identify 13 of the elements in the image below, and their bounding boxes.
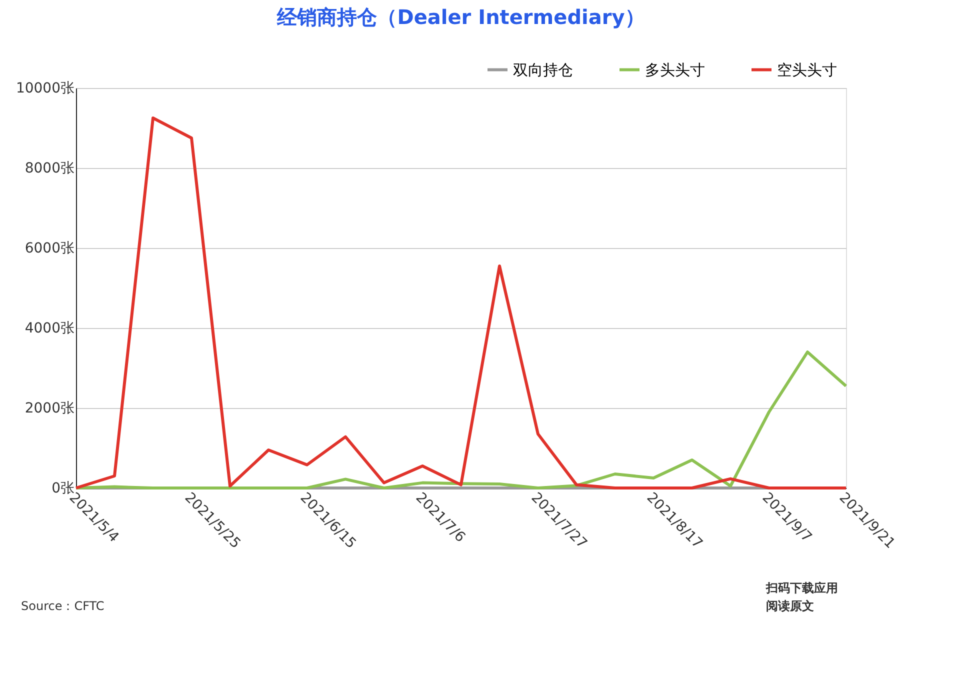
text: 阅读原文 bbox=[766, 599, 814, 613]
y-tick-label: 8000张 bbox=[24, 160, 74, 176]
legend-label: 多头头寸 bbox=[645, 60, 705, 79]
y-tick-label: 6000张 bbox=[24, 240, 74, 256]
y-tick-label: 2000张 bbox=[24, 400, 74, 416]
text: 扫码下载应用 bbox=[765, 581, 838, 595]
y-tick-label: 10000张 bbox=[16, 80, 74, 96]
y-tick-label: 4000张 bbox=[24, 320, 74, 336]
source-note: Source：CFTC bbox=[21, 599, 104, 613]
legend-label: 双向持仓 bbox=[513, 60, 573, 79]
legend-label: 空头头寸 bbox=[777, 60, 837, 79]
y-tick-label: 0张 bbox=[52, 480, 74, 496]
chart-title: 经销商持仓（Dealer Intermediary） bbox=[276, 5, 645, 29]
